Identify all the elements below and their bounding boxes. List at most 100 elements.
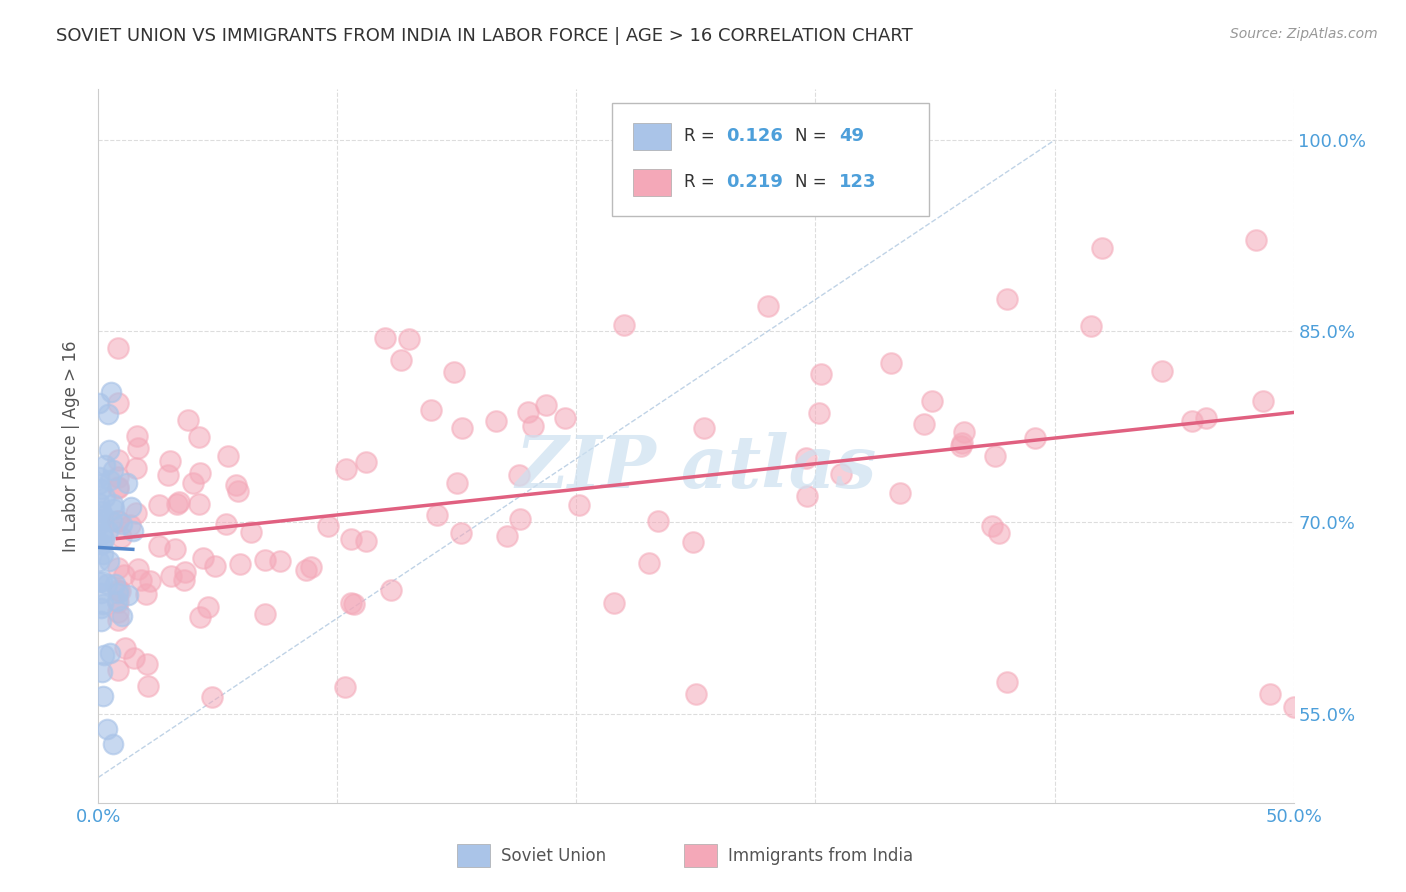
Point [446, 476, 468, 491]
Text: R =: R = [685, 173, 720, 191]
Point [107, 470, 129, 484]
Point [354, 455, 377, 469]
Point [87, 396, 110, 410]
Point [1181, 414, 1204, 428]
Point [167, 495, 190, 509]
Point [136, 657, 159, 672]
Point [682, 535, 704, 549]
Point [1150, 364, 1173, 378]
Point [110, 584, 132, 599]
Point [91, 509, 114, 524]
Point [115, 475, 138, 490]
Point [603, 596, 626, 610]
FancyBboxPatch shape [685, 844, 717, 867]
Text: SOVIET UNION VS IMMIGRANTS FROM INDIA IN LABOR FORCE | AGE > 16 CORRELATION CHAR: SOVIET UNION VS IMMIGRANTS FROM INDIA IN… [56, 27, 912, 45]
Point [107, 480, 129, 494]
Point [301, 559, 323, 574]
Point [685, 688, 707, 702]
Text: R =: R = [685, 127, 720, 145]
Point [90, 482, 112, 496]
Text: 49: 49 [839, 127, 865, 145]
Point [125, 506, 148, 520]
Point [98, 474, 121, 488]
Point [1080, 319, 1102, 334]
Point [156, 467, 179, 482]
Point [796, 489, 818, 503]
Point [125, 460, 148, 475]
Point [107, 663, 129, 677]
Point [204, 559, 226, 574]
Point [87, 511, 110, 525]
FancyBboxPatch shape [457, 844, 491, 867]
Point [984, 450, 1007, 464]
Point [254, 553, 277, 567]
Point [90, 526, 112, 541]
Point [340, 596, 363, 610]
Point [107, 514, 129, 528]
Point [114, 641, 136, 656]
Point [101, 462, 124, 476]
Point [160, 569, 183, 583]
Point [91, 597, 114, 611]
Point [148, 498, 170, 512]
Point [567, 498, 589, 512]
Point [201, 690, 224, 705]
Point [91, 536, 114, 550]
Point [97, 524, 120, 538]
Point [110, 530, 132, 544]
Point [100, 384, 122, 399]
Point [197, 600, 219, 615]
Point [91, 689, 114, 703]
Point [921, 393, 943, 408]
FancyBboxPatch shape [613, 103, 929, 216]
Point [912, 417, 935, 431]
Point [426, 508, 449, 523]
Point [107, 582, 129, 597]
FancyBboxPatch shape [633, 169, 671, 196]
Point [89, 516, 111, 531]
Point [105, 594, 128, 608]
Point [148, 539, 170, 553]
Point [103, 501, 125, 516]
Point [637, 556, 659, 570]
Point [90, 537, 112, 551]
Point [107, 342, 129, 356]
Point [295, 563, 318, 577]
Point [342, 597, 364, 611]
Text: 123: 123 [839, 173, 877, 191]
Point [90, 665, 112, 680]
Point [647, 514, 669, 528]
Point [496, 529, 519, 543]
Point [1024, 432, 1046, 446]
Point [794, 451, 817, 466]
Point [98, 646, 121, 660]
Point [163, 542, 186, 557]
Point [188, 430, 211, 444]
Point [450, 525, 472, 540]
Point [693, 420, 716, 434]
Point [830, 467, 852, 481]
Point [104, 577, 127, 591]
Point [1251, 394, 1274, 409]
Point [949, 439, 972, 453]
Point [173, 573, 195, 587]
Point [191, 550, 214, 565]
Point [111, 517, 134, 532]
Text: N =: N = [796, 173, 832, 191]
Point [87, 496, 110, 510]
Point [333, 681, 356, 695]
Point [96, 577, 118, 591]
Point [316, 519, 339, 533]
Point [166, 497, 188, 511]
Point [111, 608, 134, 623]
Point [389, 352, 412, 367]
Point [517, 405, 540, 419]
Point [534, 399, 557, 413]
Point [107, 595, 129, 609]
Point [1282, 700, 1305, 714]
Point [121, 524, 143, 538]
Point [97, 554, 120, 568]
Point [995, 293, 1018, 307]
Point [354, 533, 377, 548]
Point [98, 443, 121, 458]
